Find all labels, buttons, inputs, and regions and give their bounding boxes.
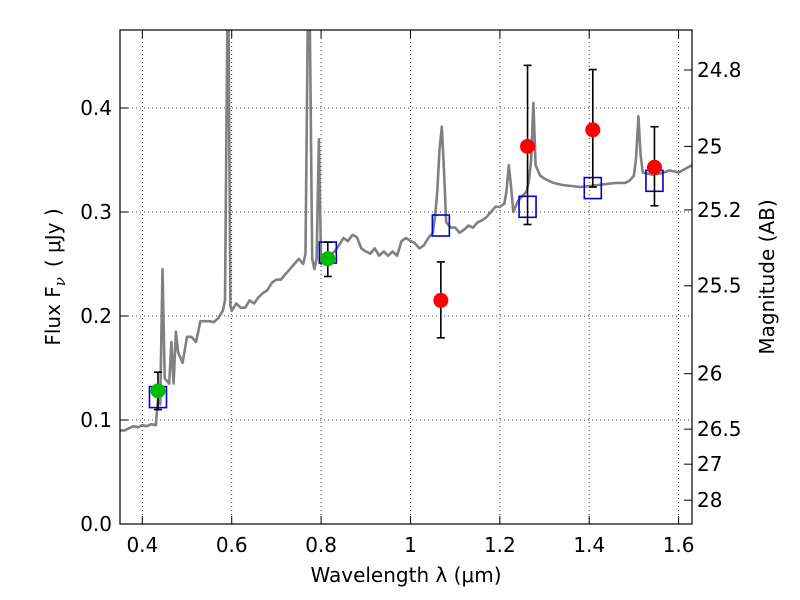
y-tick-label: 0.3 [80, 200, 112, 224]
svg-text:Flux Fν( μJy ): Flux Fν ( μJy ) [41, 208, 69, 345]
model-spectrum-line [120, 30, 692, 432]
observed-point-red [646, 159, 662, 175]
mag-tick-label: 25.2 [697, 198, 742, 222]
x-tick-label: 0.8 [305, 533, 337, 557]
x-axis: 0.4 0.6 0.8 1 1.2 1.4 1.6 [126, 30, 695, 557]
plot-frame [119, 29, 693, 525]
observed-point-green [320, 251, 336, 267]
observed-point-green [150, 383, 166, 399]
y-axis-left: 0.0 0.1 0.2 0.3 0.4 [80, 96, 128, 536]
mag-tick-label: 27 [697, 452, 722, 476]
y-axis-right: 24.8 25 25.2 25.5 26 26.5 27 28 [684, 58, 742, 512]
observed-point-red [520, 138, 536, 154]
x-tick-label: 1.4 [573, 533, 605, 557]
x-tick-label: 1.6 [663, 533, 695, 557]
x-tick-label: 0.6 [216, 533, 248, 557]
y-tick-label: 0.2 [80, 304, 112, 328]
observed-points-layer [150, 122, 662, 399]
y-axis-title-subscript: ν [51, 277, 69, 286]
plot-area [120, 30, 692, 432]
x-tick-label: 1.2 [484, 533, 516, 557]
observed-point-red [585, 122, 601, 138]
observed-point-red [433, 292, 449, 308]
mag-tick-label: 26.5 [697, 417, 742, 441]
mag-tick-label: 26 [697, 362, 722, 386]
y-axis-title-main: Flux F [41, 286, 65, 345]
y-tick-label: 0.4 [80, 96, 112, 120]
y-axis-title: Flux Fν ( μJy ) [41, 208, 69, 345]
y-tick-label: 0.1 [80, 408, 112, 432]
model-band-square [431, 214, 451, 237]
model-spectrum-layer [120, 30, 692, 432]
grid-lines [120, 30, 692, 524]
x-tick-label: 1 [404, 533, 417, 557]
x-axis-title: Wavelength λ (μm) [310, 563, 501, 587]
y-axis-title-unit: ( μJy ) [41, 208, 65, 267]
mag-tick-label: 24.8 [697, 58, 742, 82]
y2-axis-title: Magnitude (AB) [755, 199, 779, 354]
mag-tick-label: 25 [697, 134, 722, 158]
x-tick-label: 0.4 [126, 533, 158, 557]
y-tick-label: 0.0 [80, 512, 112, 536]
mag-tick-label: 25.5 [697, 274, 742, 298]
mag-tick-label: 28 [697, 488, 722, 512]
